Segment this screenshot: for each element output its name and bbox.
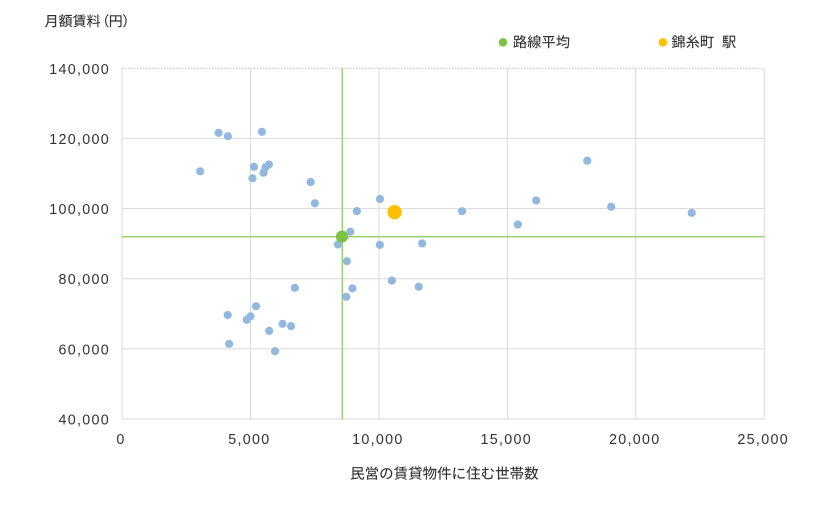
- svg-text:80,000: 80,000: [58, 272, 110, 288]
- svg-text:5,000: 5,000: [228, 432, 270, 448]
- svg-text:60,000: 60,000: [58, 342, 110, 358]
- svg-text:40,000: 40,000: [58, 413, 110, 429]
- svg-text:120,000: 120,000: [49, 132, 110, 148]
- svg-text:140,000: 140,000: [49, 62, 110, 78]
- svg-text:25,000: 25,000: [737, 432, 789, 448]
- svg-text:100,000: 100,000: [49, 202, 110, 218]
- svg-text:15,000: 15,000: [481, 432, 533, 448]
- svg-text:20,000: 20,000: [609, 432, 661, 448]
- svg-text:0: 0: [116, 432, 125, 448]
- svg-text:10,000: 10,000: [352, 432, 404, 448]
